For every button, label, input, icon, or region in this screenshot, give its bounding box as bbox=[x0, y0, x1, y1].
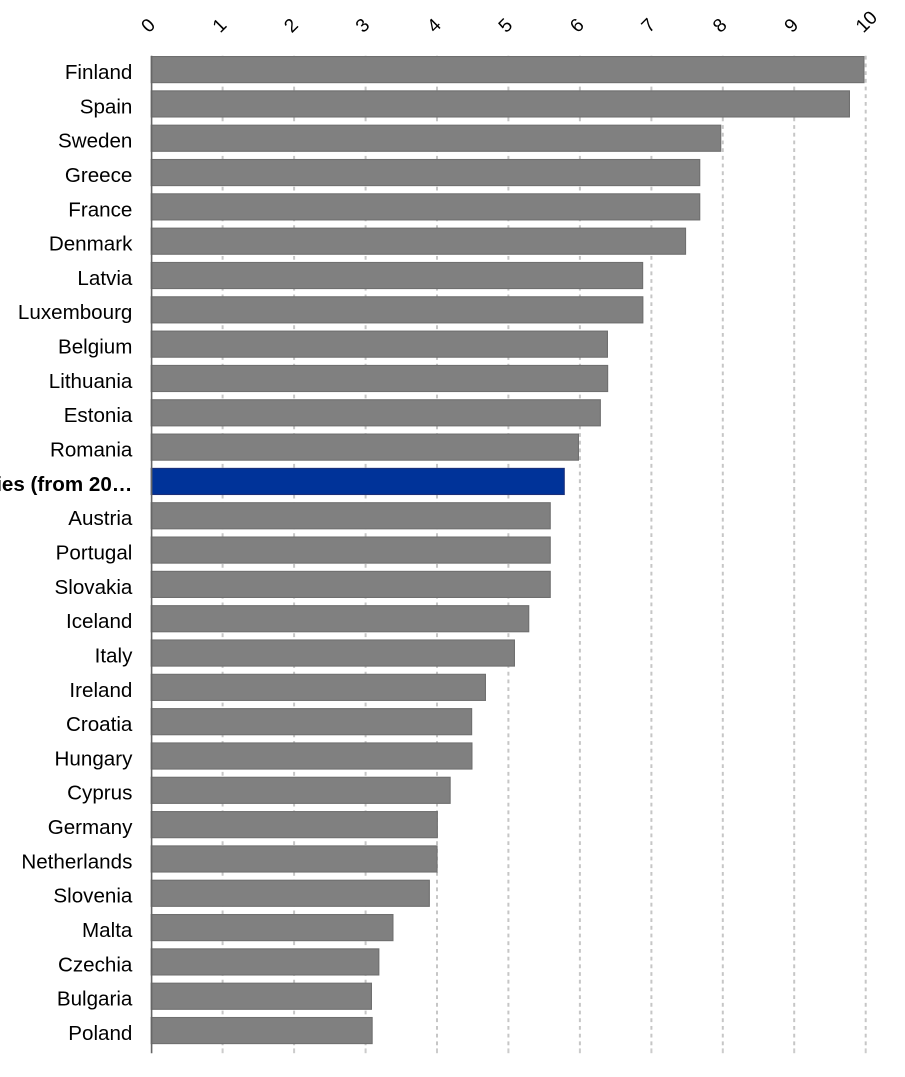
svg-text:France: France bbox=[68, 198, 132, 221]
svg-text:Ireland: Ireland bbox=[69, 679, 132, 702]
svg-text:Slovenia: Slovenia bbox=[53, 885, 133, 908]
svg-text:Iceland: Iceland bbox=[66, 610, 132, 633]
svg-text:Spain: Spain bbox=[80, 95, 133, 118]
svg-text:Latvia: Latvia bbox=[77, 267, 133, 290]
svg-text:Lithuania: Lithuania bbox=[49, 370, 133, 393]
svg-text:Italy: Italy bbox=[95, 644, 133, 667]
svg-text:Belgium: Belgium bbox=[58, 336, 132, 359]
svg-text:Greece: Greece bbox=[65, 164, 133, 187]
svg-text:EU countries (from 20…: EU countries (from 20… bbox=[0, 473, 132, 496]
svg-text:Denmark: Denmark bbox=[49, 233, 133, 256]
svg-text:Portugal: Portugal bbox=[56, 542, 133, 565]
svg-text:Bulgaria: Bulgaria bbox=[57, 988, 133, 1011]
svg-text:Austria: Austria bbox=[68, 507, 133, 530]
svg-text:Finland: Finland bbox=[65, 61, 133, 84]
svg-text:Cyprus: Cyprus bbox=[67, 782, 132, 805]
svg-text:Malta: Malta bbox=[82, 919, 133, 942]
svg-text:Slovakia: Slovakia bbox=[55, 576, 133, 599]
svg-text:Croatia: Croatia bbox=[66, 713, 133, 736]
svg-text:Germany: Germany bbox=[48, 816, 133, 839]
svg-text:Romania: Romania bbox=[50, 439, 133, 462]
svg-text:Hungary: Hungary bbox=[55, 747, 134, 770]
svg-text:Czechia: Czechia bbox=[58, 953, 133, 976]
svg-text:Luxembourg: Luxembourg bbox=[18, 301, 132, 324]
svg-text:Estonia: Estonia bbox=[64, 404, 133, 427]
svg-text:Netherlands: Netherlands bbox=[21, 850, 132, 873]
svg-text:Poland: Poland bbox=[68, 1022, 132, 1045]
svg-text:Sweden: Sweden bbox=[58, 130, 132, 153]
